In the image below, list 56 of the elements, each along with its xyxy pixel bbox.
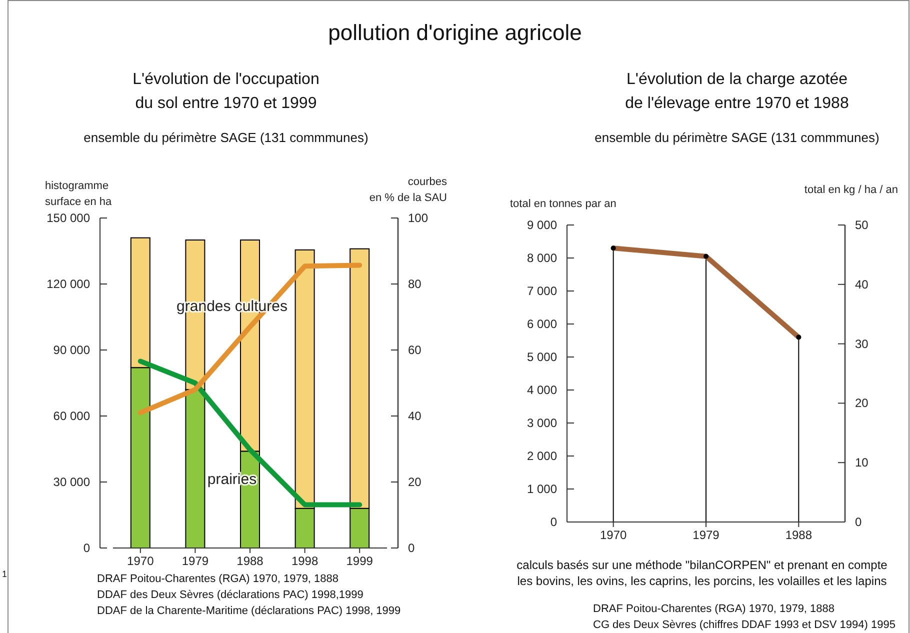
y2-axis-title: courbes en % de la SAU <box>369 176 448 204</box>
y2-tick-label: 40 <box>855 277 869 292</box>
y-tick-label: 3 000 <box>526 416 558 430</box>
text: DRAF Poitou-Charentes (RGA) 1970, 1979, 1888 <box>593 603 835 615</box>
y-tick-label: 7 000 <box>526 284 558 298</box>
y2-tick-label: 20 <box>408 475 422 489</box>
text: DDAF des Deux Sèvres (déclarations PAC) 1998,1999 <box>97 589 364 601</box>
y-axis-title: total en tonnes par an <box>510 198 616 210</box>
text: DDAF de la Charente-Maritime (déclarations PAC) 1998, 1999 <box>97 605 401 617</box>
point <box>610 246 616 251</box>
y-tick-label: 0 <box>83 541 90 555</box>
y2-tick-label: 40 <box>408 409 422 423</box>
text: DRAF Poitou-Charentes (RGA) 1970, 1979, 1888 <box>97 573 339 585</box>
y-tick-label: 120 000 <box>46 277 90 291</box>
chart-subtitle: ensemble du périmètre SAGE (131 commmunes) <box>594 130 880 145</box>
x-tick-label: 1970 <box>600 528 628 542</box>
point <box>796 334 802 340</box>
y-tick-label: 60 000 <box>53 409 90 423</box>
text: ensemble du périmètre SAGE (131 commmunes) <box>84 130 368 145</box>
text: les bovins, les ovins, les caprins, les porcins, les volailles et les lapins <box>517 574 887 588</box>
y2-tick-label: 50 <box>855 218 869 232</box>
chart-title: L'évolution de la charge azotée de l'élevage entre 1970 et 1988 <box>625 71 849 112</box>
x-tick-label: 1988 <box>236 554 264 568</box>
x-tick-label: 1979 <box>182 554 209 568</box>
y2-tick-label: 10 <box>855 456 869 470</box>
y-tick-label: 8 000 <box>526 251 558 265</box>
y-tick-label: 5 000 <box>526 350 558 364</box>
text: calculs basés sur une méthode "bilanCORPEN" et prenant en compte <box>516 558 888 572</box>
y2-tick-label: 30 <box>855 336 869 351</box>
text: CG des Deux Sèvres (chiffres DDAF 1993 et DSV 1994) 1995 <box>593 619 896 631</box>
y-axis-title: histogramme surface en ha <box>45 180 113 208</box>
y2-tick-label: 20 <box>855 396 869 410</box>
text: pollution d'origine agricole <box>328 20 582 45</box>
y-tick-label: 150 000 <box>46 211 90 225</box>
y-tick-label: 6 000 <box>526 317 558 331</box>
y2-axis-title: total en kg / ha / an <box>804 184 898 196</box>
text: 1 <box>2 569 8 579</box>
x-tick-label: 1979 <box>692 528 720 542</box>
point <box>704 254 708 259</box>
y-tick-label: 90 000 <box>53 343 90 357</box>
y2-tick-label: 0 <box>408 541 415 555</box>
y2-tick-label: 80 <box>408 277 422 291</box>
x-tick-label: 1970 <box>127 554 154 568</box>
y2-tick-label: 0 <box>855 515 862 529</box>
y-tick-label: 30 000 <box>53 475 90 489</box>
y-tick-label: 1 000 <box>526 482 558 496</box>
y-tick-label: 9 000 <box>526 218 558 232</box>
y-tick-label: 2 000 <box>526 449 558 463</box>
x-tick-label: 1988 <box>785 528 812 542</box>
chart-subtitle: L'évolution de l'occupation du sol entre 1970 et 1999 <box>132 71 320 112</box>
y2-tick-label: 100 <box>408 211 428 225</box>
x-tick-label: 1999 <box>346 554 374 568</box>
y-tick-label: 4 000 <box>526 383 558 397</box>
x-tick-label: 1998 <box>291 554 318 568</box>
y-tick-label: 0 <box>550 515 558 529</box>
y2-tick-label: 60 <box>408 343 422 357</box>
